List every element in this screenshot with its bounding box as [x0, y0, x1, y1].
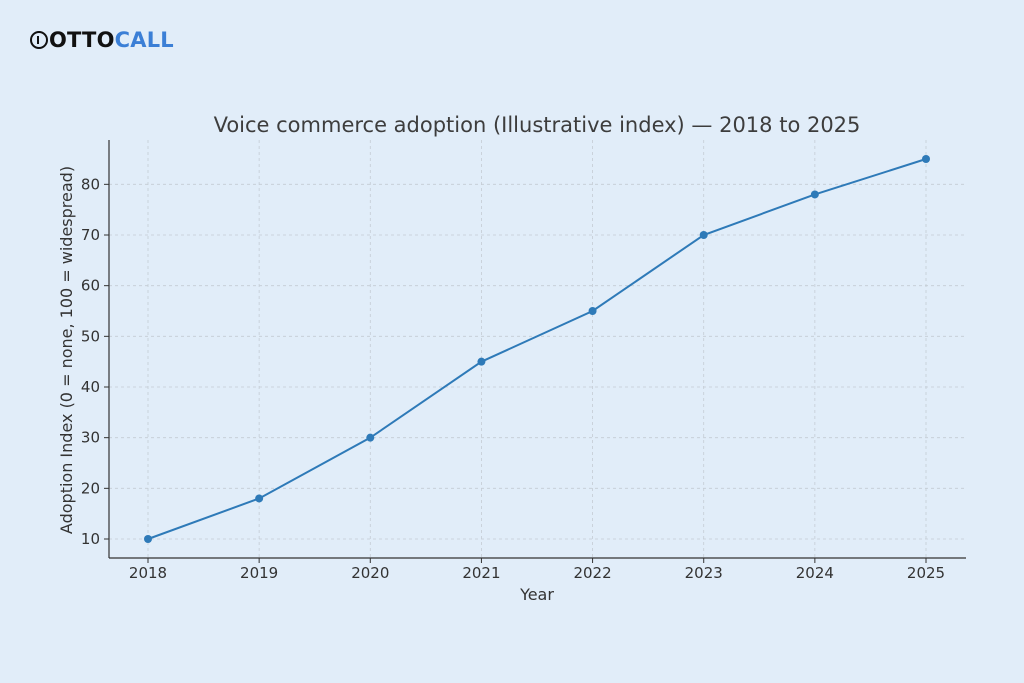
data-point — [477, 357, 486, 366]
y-axis-ticks: 10 20 30 40 50 60 70 80 — [81, 175, 109, 548]
y-axis-label: Adoption Index (0 = none, 100 = widespre… — [57, 166, 76, 534]
series-line — [144, 155, 930, 543]
grid-lines — [109, 140, 966, 558]
brand-name-part1: OTTO — [49, 28, 115, 52]
axes — [108, 140, 966, 559]
y-tick-label: 30 — [81, 429, 100, 447]
x-tick-label: 2025 — [907, 564, 945, 582]
x-tick-label: 2023 — [685, 564, 723, 582]
data-point — [366, 433, 375, 442]
chart-title: Voice commerce adoption (Illustrative in… — [214, 113, 861, 137]
x-axis-label: Year — [519, 585, 554, 604]
data-point — [922, 155, 930, 163]
y-tick-label: 50 — [81, 327, 100, 345]
y-tick-label: 40 — [81, 378, 100, 396]
y-tick-label: 20 — [81, 479, 100, 497]
y-tick-label: 70 — [81, 226, 100, 244]
x-tick-label: 2019 — [240, 564, 278, 582]
data-point — [699, 231, 708, 239]
brand-name-part2: CALL — [114, 28, 174, 52]
y-tick-label: 60 — [81, 277, 100, 295]
x-axis-ticks: 2018 2019 2020 2021 2022 2023 2024 2025 — [129, 558, 945, 582]
data-point — [255, 494, 264, 503]
x-tick-label: 2022 — [573, 564, 611, 582]
x-tick-label: 2021 — [462, 564, 500, 582]
y-tick-label: 80 — [81, 175, 100, 193]
logo-mark-icon — [30, 31, 48, 49]
x-tick-label: 2018 — [129, 564, 167, 582]
x-tick-label: 2024 — [796, 564, 834, 582]
data-point — [588, 307, 597, 315]
series-polyline — [147, 158, 927, 540]
x-tick-label: 2020 — [351, 564, 389, 582]
y-tick-label: 10 — [81, 530, 100, 548]
data-point — [810, 190, 819, 199]
brand-logo: OTTO CALL — [30, 26, 174, 54]
data-point — [144, 535, 152, 543]
